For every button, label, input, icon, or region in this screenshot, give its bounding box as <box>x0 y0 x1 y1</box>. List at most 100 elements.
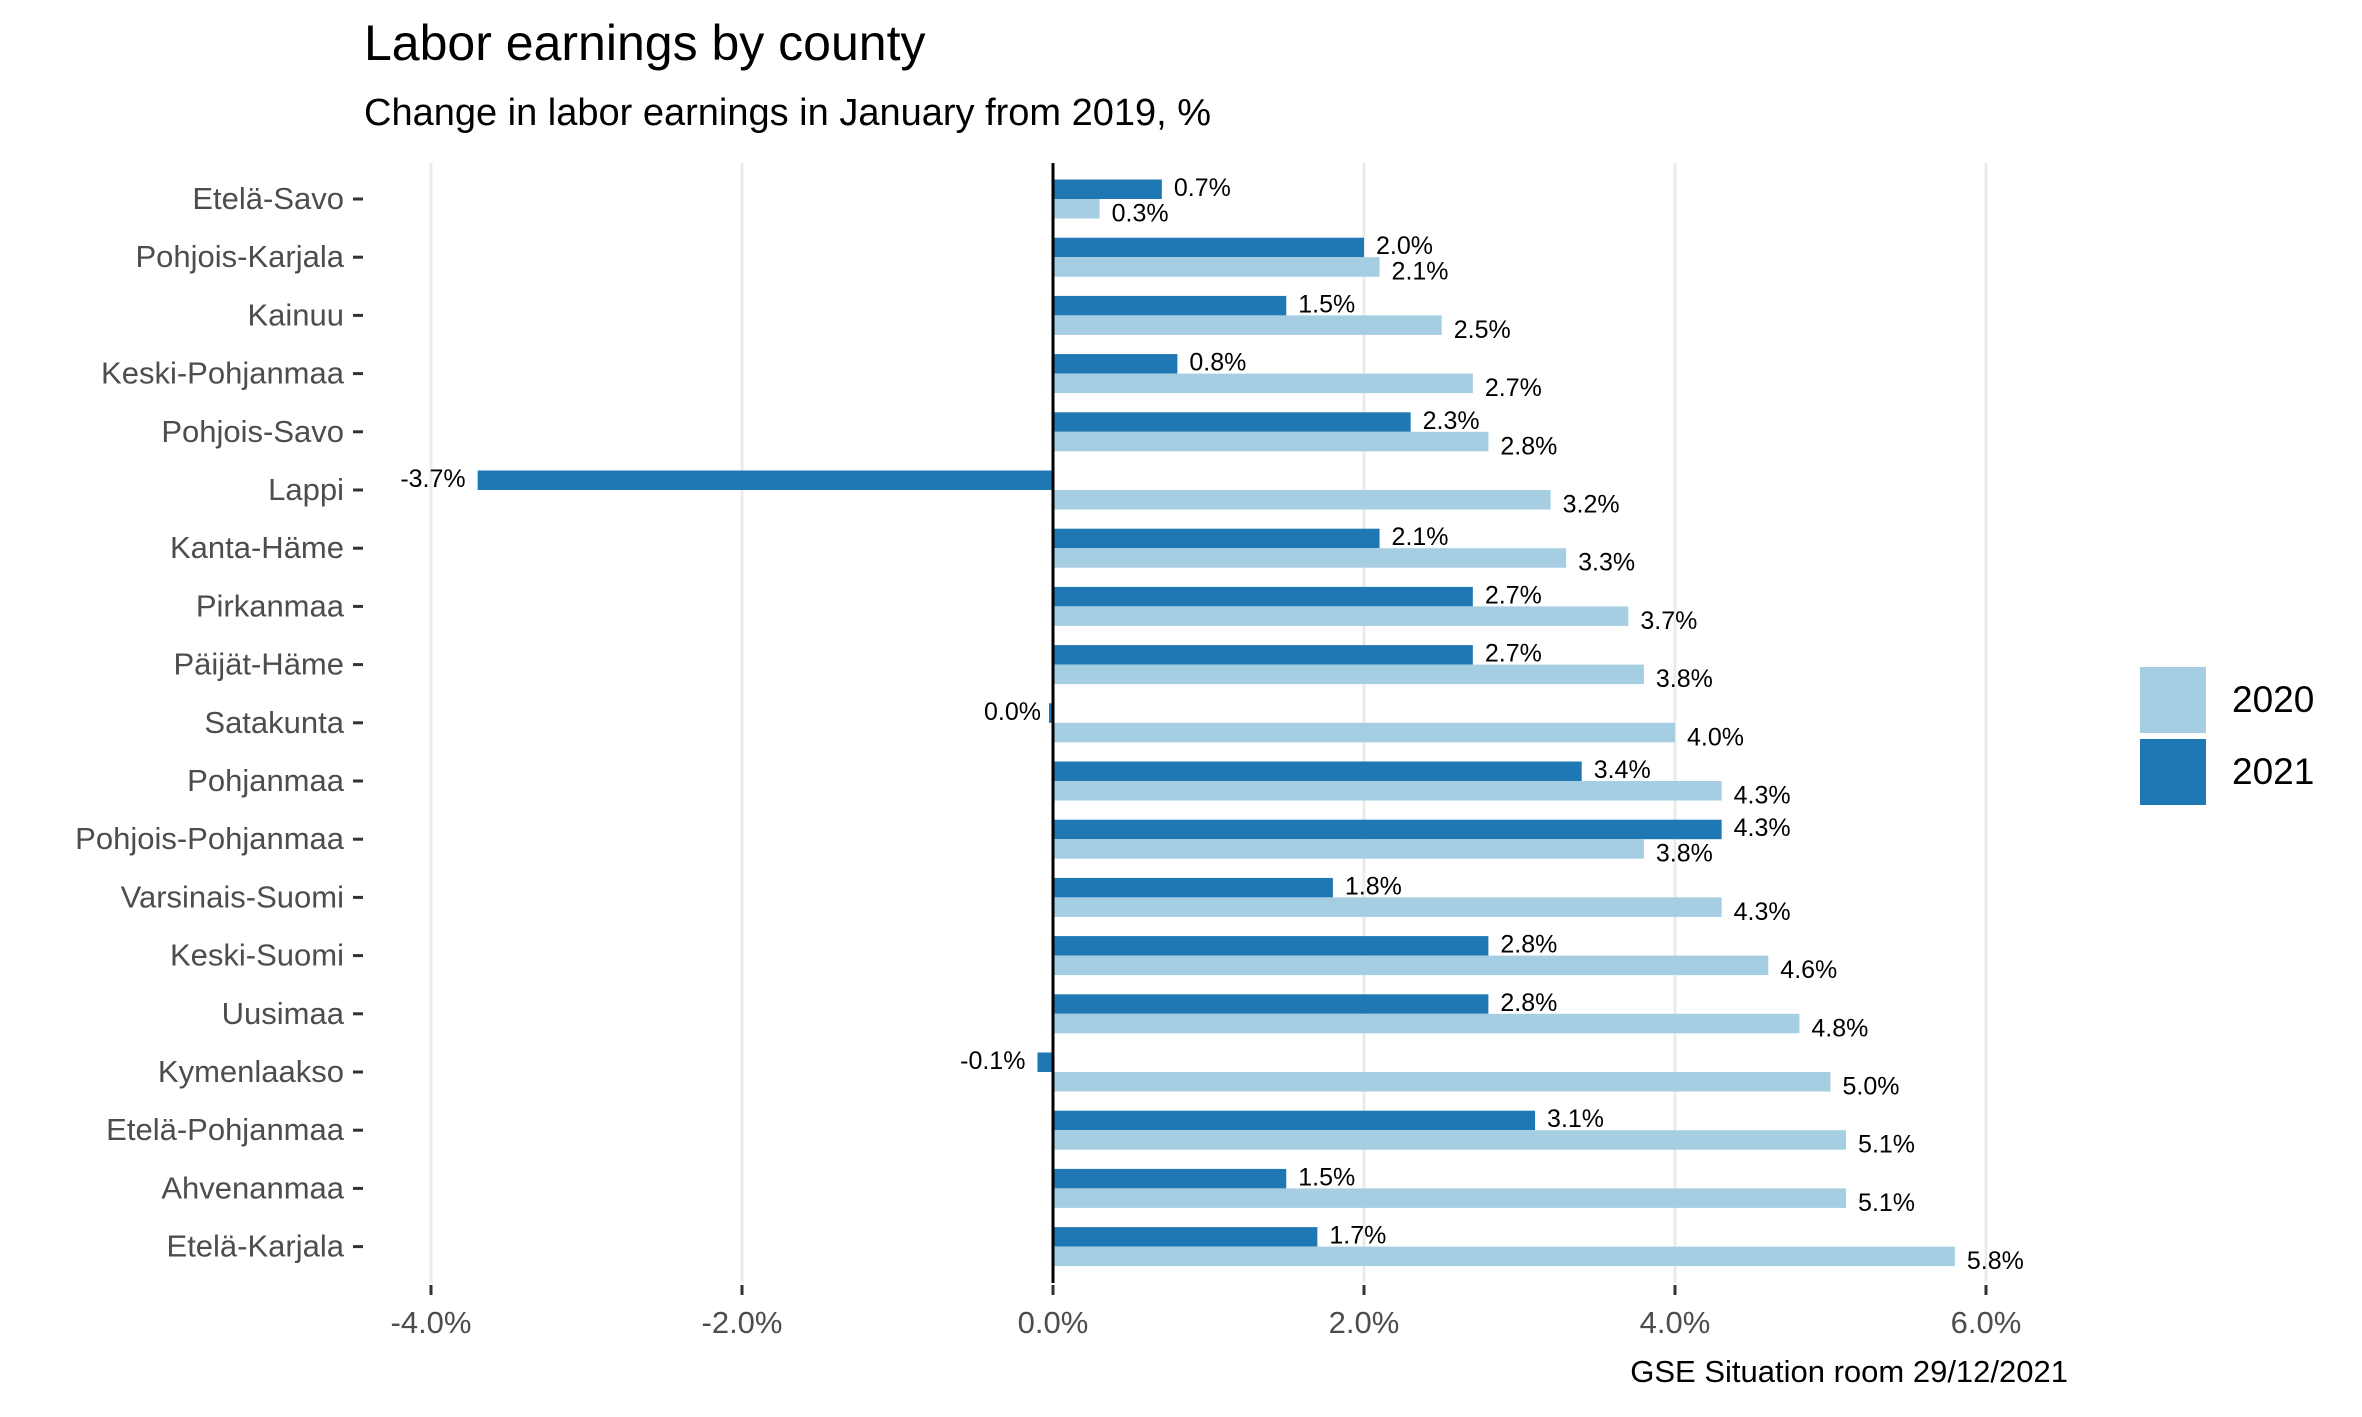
y-axis: Etelä-Savo Pohjois-Karjala Kainuu Keski-Poh… <box>75 181 363 1264</box>
legend-item-2021: 2021 <box>2140 736 2314 808</box>
bar-2020-lappi <box>1053 490 1551 510</box>
data-labels: 0.7%0.3%2.0%2.1%1.5%2.5%0.8%2.7%2.3%2.8%… <box>400 174 2024 1275</box>
y-tick-label-kainuu: Kainuu <box>247 297 344 332</box>
bar-2021-keski-suomi <box>1053 936 1489 956</box>
bar-2021-kainuu <box>1053 295 1287 316</box>
bar-2020-keski-pohjanmaa <box>1053 373 1473 394</box>
bar-2021-kymenlaakso <box>1037 1052 1053 1072</box>
data-label-2020-ahvenanmaa: 5.1% <box>1858 1189 1915 1217</box>
bar-2020-ahvenanmaa <box>1053 1188 1847 1208</box>
data-label-2020-etela-karjala: 5.8% <box>1967 1247 2024 1275</box>
data-label-2020-keski-pohjanmaa: 2.7% <box>1485 374 1542 402</box>
bar-2020-etela-karjala <box>1053 1246 1955 1267</box>
data-label-2021-varsinais-suomi: 1.8% <box>1345 872 1402 900</box>
data-label-2021-keski-suomi: 2.8% <box>1500 931 1557 959</box>
y-tick-label-uusimaa: Uusimaa <box>222 996 345 1031</box>
data-label-2020-kanta-hame: 3.3% <box>1578 549 1635 577</box>
legend: 2020 2021 <box>2140 664 2314 808</box>
data-label-2021-paijat-hame: 2.7% <box>1485 640 1542 668</box>
data-label-2021-etela-pohjanmaa: 3.1% <box>1547 1105 1604 1133</box>
data-label-2021-pohjois-savo: 2.3% <box>1423 407 1480 435</box>
data-label-2021-satakunta: 0.0% <box>984 698 1041 726</box>
bar-2020-keski-suomi <box>1053 955 1769 976</box>
data-label-2021-uusimaa: 2.8% <box>1500 989 1557 1017</box>
data-label-2021-etela-karjala: 1.7% <box>1329 1222 1386 1250</box>
data-label-2020-satakunta: 4.0% <box>1687 723 1744 751</box>
bar-2020-pohjanmaa <box>1053 781 1722 801</box>
y-tick-label-lappi: Lappi <box>268 472 344 507</box>
bars <box>477 179 1955 1267</box>
bar-2020-kanta-hame <box>1053 548 1567 568</box>
data-label-2021-pirkanmaa: 2.7% <box>1485 581 1542 609</box>
y-tick-label-kanta-hame: Kanta-Häme <box>170 530 344 565</box>
data-label-2020-pohjanmaa: 4.3% <box>1734 782 1791 810</box>
y-tick-label-keski-pohjanmaa: Keski-Pohjanmaa <box>101 356 345 391</box>
bar-2020-pohjois-pohjanmaa <box>1053 839 1644 859</box>
y-tick-label-varsinais-suomi: Varsinais-Suomi <box>121 879 344 914</box>
x-tick-label: 6.0% <box>1951 1305 2022 1340</box>
y-tick-label-paijat-hame: Päijät-Häme <box>173 647 344 682</box>
bar-2020-uusimaa <box>1053 1013 1800 1034</box>
bar-2021-keski-pohjanmaa <box>1053 354 1178 374</box>
bar-2020-etela-pohjanmaa <box>1053 1130 1847 1150</box>
data-label-2020-pohjois-karjala: 2.1% <box>1392 258 1449 286</box>
bar-2020-paijat-hame <box>1053 664 1644 685</box>
bar-2021-pohjois-pohjanmaa <box>1053 819 1722 840</box>
legend-swatch-2021 <box>2140 739 2206 805</box>
data-label-2020-kymenlaakso: 5.0% <box>1843 1073 1900 1101</box>
data-label-2021-kainuu: 1.5% <box>1298 290 1355 318</box>
x-tick-label: 0.0% <box>1018 1305 1089 1340</box>
bar-2021-satakunta <box>1049 703 1052 723</box>
y-tick-label-pohjanmaa: Pohjanmaa <box>187 763 345 798</box>
data-label-2020-pohjois-savo: 2.8% <box>1500 432 1557 460</box>
data-label-2021-ahvenanmaa: 1.5% <box>1298 1163 1355 1191</box>
y-tick-label-etela-karjala: Etelä-Karjala <box>167 1229 345 1264</box>
y-tick-label-pohjois-karjala: Pohjois-Karjala <box>136 239 345 274</box>
x-tick-label: 2.0% <box>1329 1305 1400 1340</box>
data-label-2020-kainuu: 2.5% <box>1454 316 1511 344</box>
bar-2020-etela-savo <box>1053 199 1100 219</box>
bar-2021-pirkanmaa <box>1053 586 1473 607</box>
data-label-2020-pirkanmaa: 3.7% <box>1640 607 1697 635</box>
bar-2021-pohjanmaa <box>1053 761 1582 781</box>
bar-2021-pohjois-savo <box>1053 412 1411 432</box>
legend-label-2020: 2020 <box>2232 679 2315 720</box>
bar-2020-satakunta <box>1053 722 1675 743</box>
chart-title: Labor earnings by county <box>364 15 926 71</box>
data-label-2020-lappi: 3.2% <box>1563 491 1620 519</box>
bar-2021-etela-karjala <box>1053 1227 1318 1247</box>
data-label-2020-paijat-hame: 3.8% <box>1656 665 1713 693</box>
data-label-2021-etela-savo: 0.7% <box>1174 174 1231 202</box>
y-tick-label-satakunta: Satakunta <box>204 705 344 740</box>
bar-2020-kainuu <box>1053 315 1442 335</box>
y-tick-label-kymenlaakso: Kymenlaakso <box>158 1054 344 1089</box>
y-tick-label-keski-suomi: Keski-Suomi <box>170 938 344 973</box>
bar-2021-pohjois-karjala <box>1053 237 1364 258</box>
data-label-2021-kymenlaakso: -0.1% <box>960 1047 1025 1075</box>
x-axis: -4.0% -2.0% 0.0% 2.0% 4.0% 6.0% <box>391 1285 2022 1340</box>
data-label-2021-pohjanmaa: 3.4% <box>1594 756 1651 784</box>
data-label-2020-varsinais-suomi: 4.3% <box>1734 898 1791 926</box>
data-label-2020-etela-pohjanmaa: 5.1% <box>1858 1131 1915 1159</box>
chart-subtitle: Change in labor earnings in January from… <box>364 92 1212 134</box>
chart-caption: GSE Situation room 29/12/2021 <box>1630 1354 2068 1389</box>
bar-2021-etela-savo <box>1053 179 1162 199</box>
data-label-2021-pohjois-karjala: 2.0% <box>1376 232 1433 260</box>
y-tick-label-pohjois-savo: Pohjois-Savo <box>161 414 344 449</box>
x-tick-label: 4.0% <box>1640 1305 1711 1340</box>
bar-2020-pohjois-karjala <box>1053 257 1380 277</box>
bar-2021-etela-pohjanmaa <box>1053 1110 1536 1131</box>
bar-2021-varsinais-suomi <box>1053 877 1333 898</box>
bar-2021-kanta-hame <box>1053 528 1380 549</box>
legend-item-2020: 2020 <box>2140 664 2314 736</box>
bar-2021-uusimaa <box>1053 994 1489 1014</box>
data-label-2020-uusimaa: 4.8% <box>1811 1014 1868 1042</box>
legend-label-2021: 2021 <box>2232 751 2315 792</box>
data-label-2020-etela-savo: 0.3% <box>1112 200 1169 228</box>
data-label-2020-pohjois-pohjanmaa: 3.8% <box>1656 840 1713 868</box>
data-label-2021-lappi: -3.7% <box>400 465 465 493</box>
bar-2021-ahvenanmaa <box>1053 1168 1287 1189</box>
data-label-2021-keski-pohjanmaa: 0.8% <box>1189 349 1246 377</box>
bar-2021-paijat-hame <box>1053 645 1473 665</box>
